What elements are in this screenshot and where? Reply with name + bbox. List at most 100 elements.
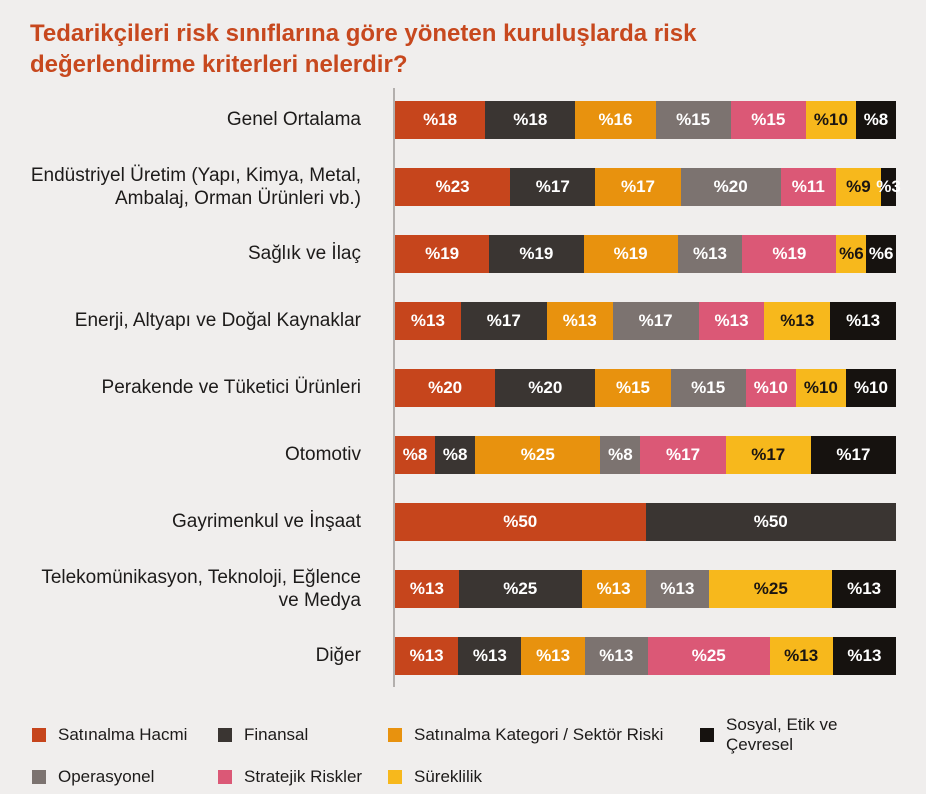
segment-value-label: %13 [409,645,444,665]
bar-segment-satinalma_hacmi: %13 [395,569,459,608]
category-label: Telekomünikasyon, Teknoloji, Eğlence ve … [41,566,361,611]
bar-segment-stratejik_riskler: %15 [730,100,806,139]
bar-segment-sosyal_etik_cevresel: %8 [855,100,897,139]
segment-value-label: %25 [753,578,788,598]
segment-value-label: %6 [868,243,894,263]
bar-segment-satinalma_hacmi: %20 [395,368,496,407]
legend-label: Stratejik Riskler [244,767,363,787]
segment-value-label: %20 [713,176,748,196]
bar-segment-stratejik_riskler: %10 [745,368,796,407]
bar-segment-finansal: %18 [485,100,576,139]
segment-value-label: %10 [853,377,888,397]
bar-segment-satinalma_kategori: %17 [595,167,681,206]
segment-value-label: %6 [839,243,864,263]
category-label: Genel Ortalama [226,109,361,131]
legend-swatch-stratejik_riskler [218,770,232,785]
segment-value-label: %11 [791,176,825,196]
bar-segment-stratejik_riskler: %25 [647,636,770,675]
segment-value-label: %20 [428,377,463,397]
segment-value-label: %13 [596,578,631,598]
bar-segment-operasyonel: %13 [645,569,710,608]
bar-track: %19 %19 %19 %13 %19 %6 %6 [377,220,897,287]
segment-value-label: %13 [409,578,444,598]
bar-segment-sureklilik: %6 [836,234,867,273]
bar-segment-satinalma_kategori: %13 [546,301,613,340]
bar-track: %8 %8 %25 %8 %17 %17 %17 [377,421,896,488]
chart-row: Enerji, Altyapı ve Doğal Kaynaklar %13 %17… [30,287,896,354]
bar-segment-sureklilik: %13 [769,636,833,675]
bar-segment-satinalma_hacmi: %23 [395,167,511,206]
stacked-bar-chart: Genel Ortalama %18 %18 %16 %15 %15 %10 %8 Endüst… [30,86,901,689]
bar-segment-sureklilik: %17 [725,435,811,474]
bar-segment-satinalma_hacmi: %13 [395,636,459,675]
segment-value-label: %50 [753,511,788,531]
segment-value-label: %15 [615,377,650,397]
bar-segment-satinalma_hacmi: %19 [395,234,490,273]
segment-value-label: %13 [846,310,881,330]
bar-segment-operasyonel: %15 [655,100,731,139]
legend-label: Sosyal, Etik ve Çevresel [726,715,838,755]
bar-track: %18 %18 %16 %15 %15 %10 %8 [377,86,897,153]
chart-row: Sağlık ve İlaç %19 %19 %19 %13 %19 %6 %6 [30,220,897,287]
chart-row: Perakende ve Tüketici Ürünleri %20 %20 %15%… [30,354,896,421]
legend-item-stratejik_riskler: Stratejik Riskler [218,767,388,787]
stacked-bar: %13 %25 %13 %13 %25 %13 [395,569,897,608]
category-label: Otomotiv [284,444,361,466]
segment-value-label: %16 [598,109,633,129]
segment-value-label: %19 [613,243,648,263]
legend-item-operasyonel: Operasyonel [32,767,218,787]
legend-swatch-sureklilik [388,770,402,785]
bar-segment-satinalma_hacmi: %18 [395,100,486,139]
category-label: Enerji, Altyapı ve Doğal Kaynaklar [74,310,361,332]
segment-value-label: %15 [691,377,726,397]
legend-label: Operasyonel [58,767,155,787]
bar-segment-finansal: %17 [460,301,547,340]
legend-item-satinalma_hacmi: Satınalma Hacmi [32,715,218,755]
chart-row: Endüstriyel Üretim (Yapı, Kimya, Metal, … [30,153,901,220]
legend-label: Satınalma Hacmi [58,725,188,745]
segment-value-label: %13 [410,310,445,330]
bar-segment-finansal: %20 [495,368,596,407]
bar-segment-finansal: %25 [458,569,582,608]
legend-label: Süreklilik [414,767,483,787]
bar-segment-finansal: %13 [458,636,522,675]
bar-segment-sosyal_etik_cevresel: %3 [876,167,901,206]
category-label: Gayrimenkul ve İnşaat [171,511,361,533]
bar-segment-stratejik_riskler: %11 [780,167,836,206]
bar-segment-satinalma_kategori: %16 [575,100,656,139]
bar-segment-satinalma_hacmi: %50 [395,502,646,541]
segment-value-label: %10 [813,109,848,129]
bar-track: %23 %17 %17 %20 %11 %9 %3 [377,153,901,220]
segment-value-label: %17 [666,444,701,464]
bar-segment-stratejik_riskler: %19 [742,234,837,273]
segment-value-label: %19 [772,243,807,263]
bar-segment-sureklilik: %9 [835,167,881,206]
chart-row: Telekomünikasyon, Teknoloji, Eğlence ve … [30,555,897,622]
stacked-bar: %50 %50 [395,502,896,541]
segment-value-label: %8 [402,444,428,464]
bar-segment-satinalma_kategori: %25 [475,435,601,474]
segment-value-label: %18 [513,109,548,129]
segment-value-label: %13 [847,578,882,598]
segment-value-label: %17 [638,310,673,330]
bar-segment-finansal: %19 [489,234,584,273]
legend-label: Satınalma Kategori / Sektör Riski [414,725,664,745]
stacked-bar: %23 %17 %17 %20 %11 %9 %3 [395,167,901,206]
bar-segment-stratejik_riskler: %13 [698,301,765,340]
segment-value-label: %25 [503,578,538,598]
legend-swatch-sosyal_etik_cevresel [700,728,714,743]
segment-value-label: %18 [423,109,458,129]
segment-value-label: %9 [846,176,871,196]
segment-value-label: %15 [676,109,711,129]
segment-value-label: %8 [608,444,633,464]
bar-segment-sureklilik: %10 [805,100,856,139]
segment-value-label: %3 [876,176,901,196]
segment-value-label: %23 [435,176,470,196]
page-title-line-2: değerlendirme kriterleri nelerdir? [30,51,408,79]
bar-segment-operasyonel: %20 [680,167,781,206]
bar-segment-satinalma_hacmi: %8 [395,435,436,474]
bar-segment-satinalma_kategori: %19 [583,234,678,273]
segment-value-label: %13 [536,645,571,665]
category-label: Sağlık ve İlaç [248,243,361,265]
bar-segment-sosyal_etik_cevresel: %13 [832,569,897,608]
